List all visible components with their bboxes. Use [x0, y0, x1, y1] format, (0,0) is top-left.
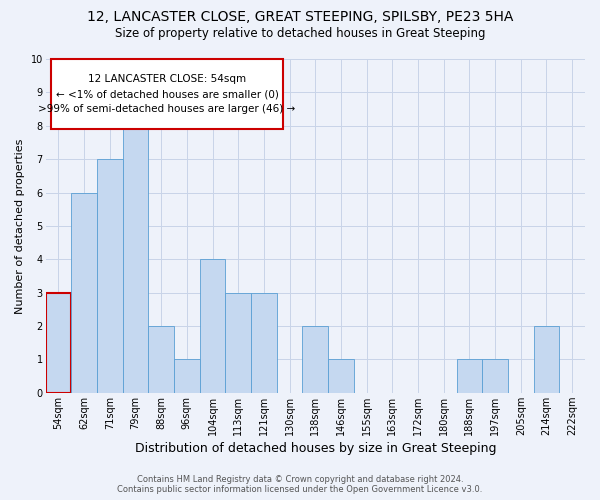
Bar [71, 192, 97, 393]
Text: Size of property relative to detached houses in Great Steeping: Size of property relative to detached ho… [115, 28, 485, 40]
Text: 12, LANCASTER CLOSE, GREAT STEEPING, SPILSBY, PE23 5HA: 12, LANCASTER CLOSE, GREAT STEEPING, SPI… [87, 10, 513, 24]
Bar [148, 326, 174, 393]
Bar [200, 260, 226, 393]
Bar [97, 159, 122, 393]
Bar [174, 360, 200, 393]
Bar [328, 360, 354, 393]
Bar [226, 292, 251, 393]
Text: Contains HM Land Registry data © Crown copyright and database right 2024.: Contains HM Land Registry data © Crown c… [137, 474, 463, 484]
Bar [457, 360, 482, 393]
Text: 12 LANCASTER CLOSE: 54sqm
← <1% of detached houses are smaller (0)
>99% of semi-: 12 LANCASTER CLOSE: 54sqm ← <1% of detac… [38, 74, 296, 114]
Bar [482, 360, 508, 393]
Bar [122, 126, 148, 393]
X-axis label: Distribution of detached houses by size in Great Steeping: Distribution of detached houses by size … [134, 442, 496, 455]
Y-axis label: Number of detached properties: Number of detached properties [15, 138, 25, 314]
Text: Contains public sector information licensed under the Open Government Licence v3: Contains public sector information licen… [118, 484, 482, 494]
Bar [533, 326, 559, 393]
Bar [46, 292, 71, 393]
Bar [302, 326, 328, 393]
Bar [251, 292, 277, 393]
